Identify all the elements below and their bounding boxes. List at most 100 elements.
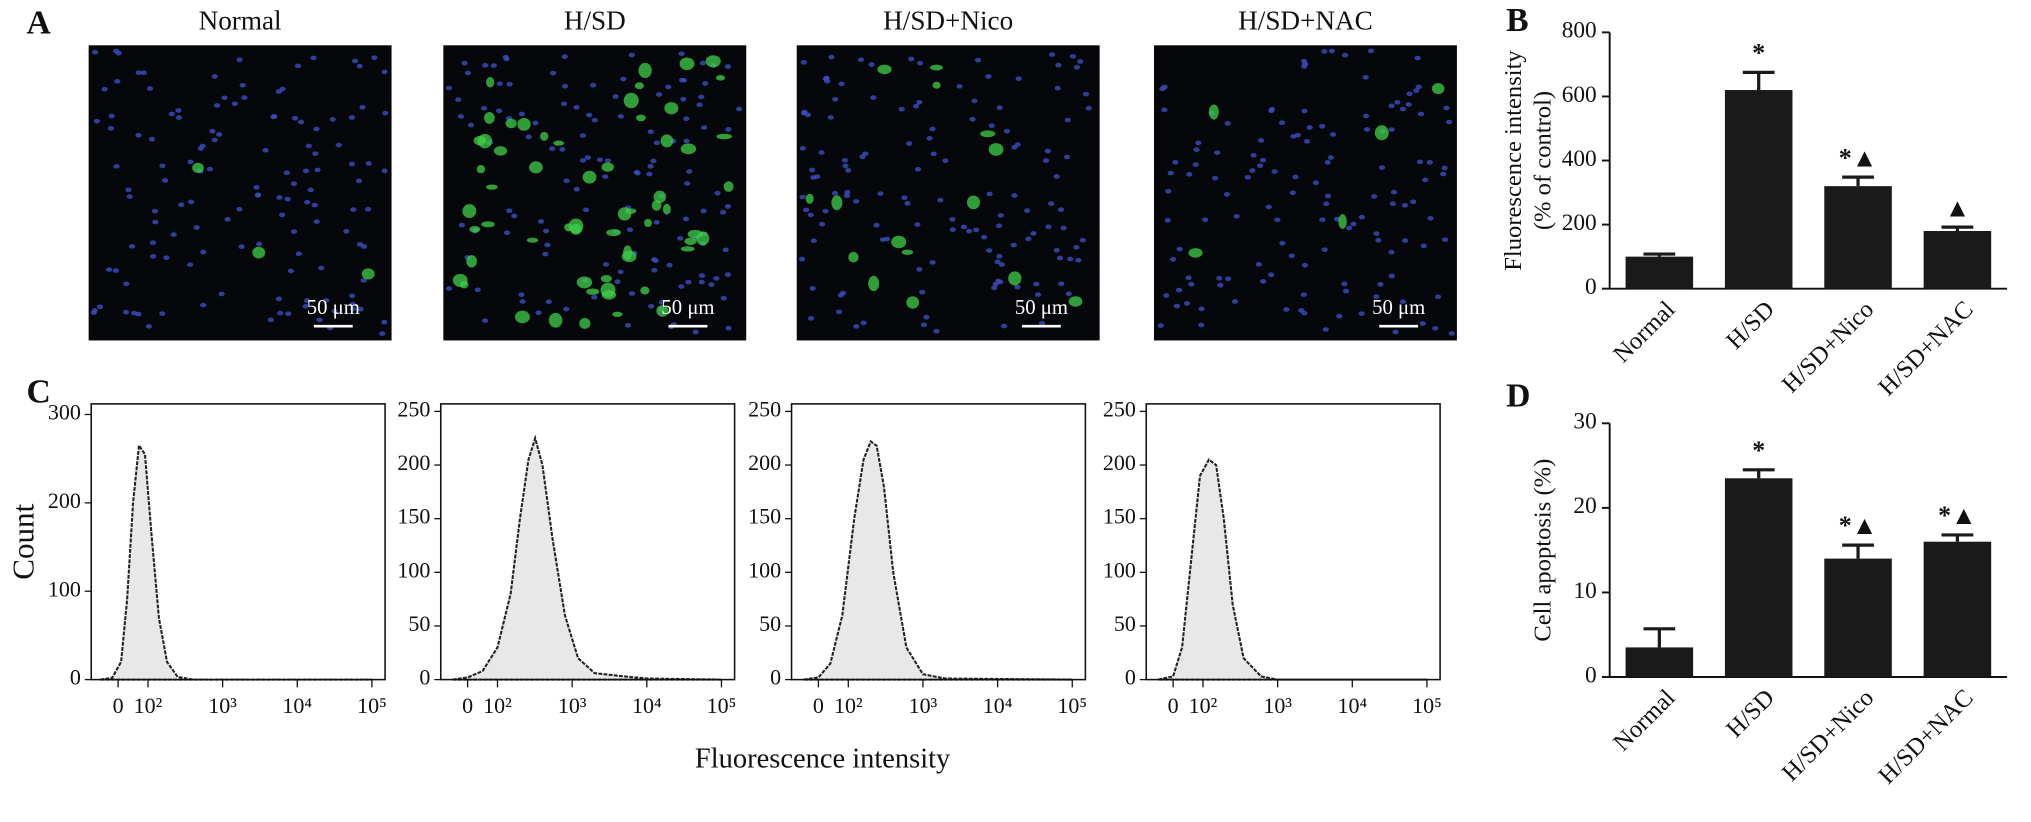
- nucleus: [1014, 142, 1021, 147]
- nucleus: [313, 126, 320, 132]
- x-tick-label: 10⁵: [707, 693, 737, 718]
- stained-cell: [988, 143, 1004, 156]
- nucleus: [904, 201, 911, 206]
- stained-cell: [484, 111, 495, 124]
- nucleus: [221, 95, 228, 101]
- nucleus: [445, 286, 453, 291]
- nucleus: [290, 181, 298, 187]
- nucleus: [720, 295, 727, 301]
- stained-cell: [612, 311, 623, 318]
- nucleus: [302, 168, 310, 174]
- nucleus: [271, 114, 278, 119]
- nucleus: [692, 329, 699, 335]
- nucleus: [106, 267, 113, 272]
- nucleus: [724, 272, 732, 277]
- y-tick-label: 30: [1573, 409, 1596, 435]
- stained-cell: [514, 310, 530, 324]
- scale-bar-label: 50 μm: [307, 297, 360, 319]
- nucleus: [1324, 160, 1331, 165]
- nucleus: [653, 219, 660, 225]
- nucleus: [1401, 203, 1409, 208]
- nucleus: [381, 69, 388, 75]
- nucleus: [680, 96, 687, 102]
- nucleus: [135, 132, 142, 138]
- nucleus: [351, 58, 359, 64]
- histogram: [1157, 458, 1427, 681]
- nucleus: [175, 108, 182, 113]
- nucleus: [1045, 224, 1052, 230]
- nucleus: [1426, 160, 1433, 165]
- nucleus: [1399, 299, 1407, 305]
- nucleus: [666, 262, 673, 268]
- nucleus: [1176, 246, 1183, 252]
- nucleus: [923, 314, 930, 320]
- nucleus: [335, 142, 342, 148]
- y-tick-label: 200: [397, 450, 430, 475]
- nucleus: [1165, 188, 1172, 194]
- nucleus: [804, 112, 811, 118]
- nucleus: [1278, 120, 1286, 126]
- bar: [1724, 90, 1793, 289]
- nucleus: [357, 306, 364, 312]
- nucleus: [304, 199, 311, 205]
- y-tick-label: 200: [748, 450, 781, 475]
- nucleus: [1163, 293, 1170, 298]
- nucleus: [107, 126, 115, 131]
- nucleus: [1388, 273, 1396, 279]
- nucleus: [870, 95, 877, 100]
- x-tick-label: 0: [113, 693, 124, 718]
- stained-cell: [252, 246, 266, 259]
- y-axis-label: (% of control): [1530, 91, 1557, 230]
- nucleus: [146, 86, 154, 91]
- nucleus: [1034, 292, 1042, 297]
- nucleus: [455, 97, 462, 103]
- y-tick-label: 600: [1562, 82, 1597, 108]
- x-tick-label: 10²: [134, 693, 163, 718]
- nucleus: [187, 159, 194, 165]
- nucleus: [1058, 281, 1065, 287]
- nucleus: [832, 96, 839, 102]
- y-tick-label: 50: [408, 611, 430, 636]
- nucleus: [868, 62, 875, 67]
- nucleus: [997, 213, 1004, 218]
- nucleus: [1010, 242, 1017, 248]
- nucleus: [949, 227, 956, 232]
- stained-cell: [891, 235, 907, 249]
- stained-cell: [623, 92, 639, 109]
- nucleus: [1427, 215, 1434, 221]
- nucleus: [1358, 311, 1365, 316]
- nucleus: [224, 217, 231, 222]
- nucleus: [161, 178, 169, 183]
- nucleus: [379, 331, 386, 336]
- nucleus: [1419, 321, 1426, 326]
- y-tick-label: 100: [397, 557, 430, 582]
- stained-cell: [660, 134, 674, 148]
- nucleus: [236, 206, 243, 212]
- nucleus: [200, 302, 207, 308]
- nucleus: [898, 106, 905, 112]
- nucleus: [1399, 106, 1407, 112]
- nucleus: [877, 191, 884, 196]
- nucleus: [140, 70, 147, 76]
- nucleus: [279, 212, 286, 218]
- nucleus: [187, 262, 194, 267]
- nucleus: [736, 106, 743, 112]
- nucleus: [284, 196, 291, 202]
- nucleus: [1167, 170, 1174, 176]
- histogram: [803, 439, 1073, 681]
- nucleus: [1003, 128, 1011, 134]
- nucleus: [807, 212, 814, 218]
- nucleus: [698, 273, 706, 278]
- nucleus: [683, 138, 690, 144]
- nucleus: [1341, 281, 1348, 287]
- error-bar: [1941, 225, 1974, 232]
- stained-cell: [638, 62, 652, 79]
- nucleus: [314, 167, 321, 173]
- histogram: [452, 434, 722, 681]
- y-tick-label: 0: [1125, 665, 1136, 690]
- stained-cell: [805, 193, 814, 204]
- nucleus: [310, 55, 317, 61]
- bar: [1625, 256, 1694, 289]
- nucleus: [1268, 106, 1275, 112]
- nucleus: [216, 132, 223, 137]
